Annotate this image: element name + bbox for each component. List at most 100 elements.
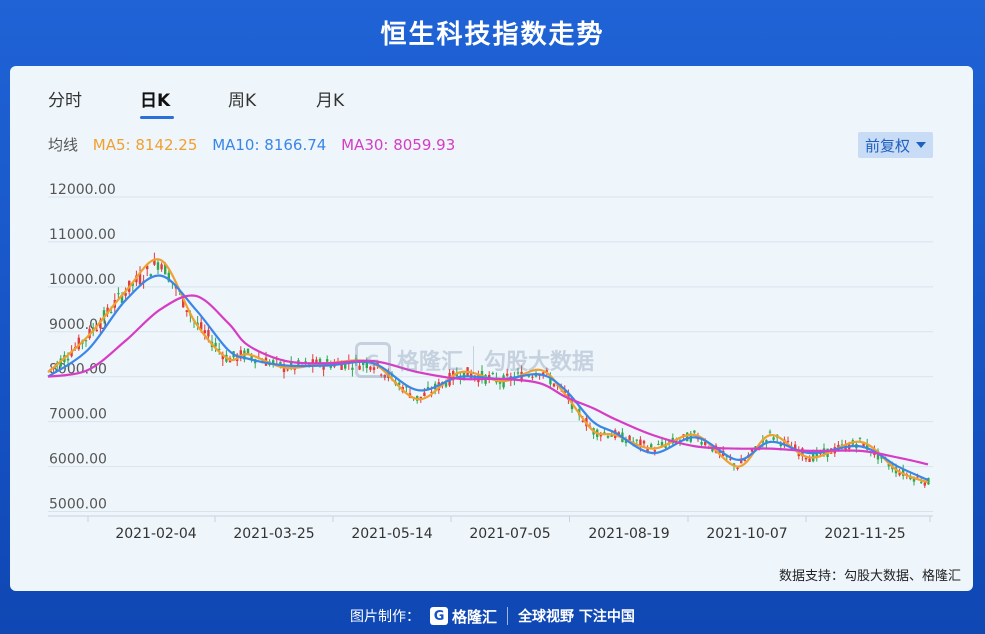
candle-body: [606, 435, 610, 438]
x-tick-label: 2021-08-19: [588, 526, 669, 542]
candle-body: [239, 350, 242, 359]
candle-body: [650, 444, 653, 448]
candle-body: [398, 382, 401, 386]
candle-body: [754, 446, 757, 449]
candle-body: [599, 434, 602, 437]
y-tick-label: 10000.00: [49, 272, 116, 288]
candle-body: [902, 469, 905, 476]
candle-body: [369, 366, 372, 370]
candle-body: [657, 444, 660, 446]
candle-body: [444, 382, 448, 387]
candle-body: [207, 330, 210, 337]
source-note: 数据支持：勾股大数据、格隆汇: [778, 569, 961, 584]
candle-body: [138, 273, 142, 285]
candle-body: [372, 367, 376, 370]
candle-body: [639, 439, 642, 447]
candle-body: [106, 307, 109, 314]
candle-body: [185, 310, 188, 313]
chart-card: 分时 日K 周K 月K 均线 MA5: 8142.25 MA10: 8166.7…: [10, 66, 973, 591]
candle-body: [923, 482, 926, 486]
candle-body: [653, 450, 656, 452]
x-tick-label: 2021-05-14: [351, 526, 432, 542]
candle-body: [117, 293, 120, 295]
candle-body: [840, 444, 844, 446]
candle-body: [858, 437, 862, 439]
candle-body: [246, 348, 250, 354]
candle-body: [405, 386, 408, 388]
candle-body: [916, 476, 919, 478]
candle-body: [527, 375, 530, 377]
candle-body: [804, 457, 808, 460]
candle-body: [488, 374, 491, 379]
y-tick-label: 6000.00: [49, 452, 107, 468]
candle-body: [290, 361, 293, 366]
candle-body: [624, 439, 628, 444]
y-tick-label: 8000.00: [49, 362, 107, 378]
ma-legend-label: 均线: [48, 136, 79, 154]
candle-body: [153, 259, 156, 265]
candle-body: [149, 274, 152, 277]
candle-body: [740, 459, 743, 464]
candle-body: [736, 467, 739, 469]
candle-body: [531, 376, 534, 378]
y-tick-label: 12000.00: [49, 182, 116, 198]
candle-body: [794, 444, 797, 450]
candle-body: [164, 263, 167, 275]
candle-body: [340, 363, 343, 370]
candle-body: [200, 322, 203, 330]
candle-body: [768, 431, 772, 433]
candle-body: [542, 372, 545, 375]
candle-body: [250, 355, 253, 359]
candle-body: [743, 459, 746, 461]
made-by-label: 图片制作：: [350, 609, 421, 625]
candle-body: [927, 477, 930, 485]
candle-body: [545, 370, 548, 372]
candle-body: [380, 374, 383, 376]
y-tick-label: 11000.00: [49, 227, 116, 243]
candle-body: [686, 432, 689, 442]
candle-body: [84, 340, 88, 342]
candle-body: [146, 265, 149, 270]
adjust-dropdown-button[interactable]: 前复权: [858, 132, 933, 158]
candle-body: [549, 378, 552, 385]
tab-daily-k[interactable]: 日K: [140, 91, 171, 111]
candle-body: [376, 361, 379, 367]
candle-body: [354, 358, 358, 360]
candle-body: [862, 443, 865, 448]
candle-body: [516, 372, 520, 374]
candle-body: [167, 272, 170, 282]
candle-body: [203, 330, 206, 334]
series-line-ma5: [47, 258, 929, 484]
candle-body: [221, 354, 224, 360]
candle-body: [102, 310, 106, 320]
tab-monthly-k[interactable]: 月K: [316, 91, 345, 111]
candle-body: [365, 361, 368, 369]
candle-body: [358, 365, 361, 370]
candle-body: [610, 435, 613, 437]
candle-body: [628, 435, 631, 441]
tab-weekly-k[interactable]: 周K: [228, 91, 257, 111]
candle-body: [898, 472, 901, 476]
candle-body: [156, 262, 160, 270]
x-tick-label: 2021-07-05: [469, 526, 550, 542]
candle-body: [704, 441, 707, 446]
x-tick-label: 2021-03-25: [233, 526, 314, 542]
candle-body: [635, 439, 638, 441]
candle-body: [552, 383, 556, 387]
candle-body: [772, 437, 775, 440]
ma30-legend: MA30: 8059.93: [341, 136, 456, 154]
slogan: 全球视野 下注中国: [518, 609, 635, 625]
candle-body: [786, 440, 790, 442]
candle-body: [642, 440, 646, 444]
candle-body: [866, 443, 869, 450]
candle-body: [66, 358, 70, 361]
candle-body: [160, 264, 163, 270]
x-tick-label: 2021-11-25: [824, 526, 905, 542]
candle-body: [218, 348, 221, 350]
candle-body: [617, 432, 620, 435]
candle-body: [124, 292, 127, 296]
tab-intraday[interactable]: 分时: [48, 91, 82, 111]
candle-body: [765, 439, 768, 444]
candlestick-chart: 12000.0011000.0010000.009000.008000.0070…: [47, 182, 933, 542]
candle-body: [131, 283, 134, 286]
